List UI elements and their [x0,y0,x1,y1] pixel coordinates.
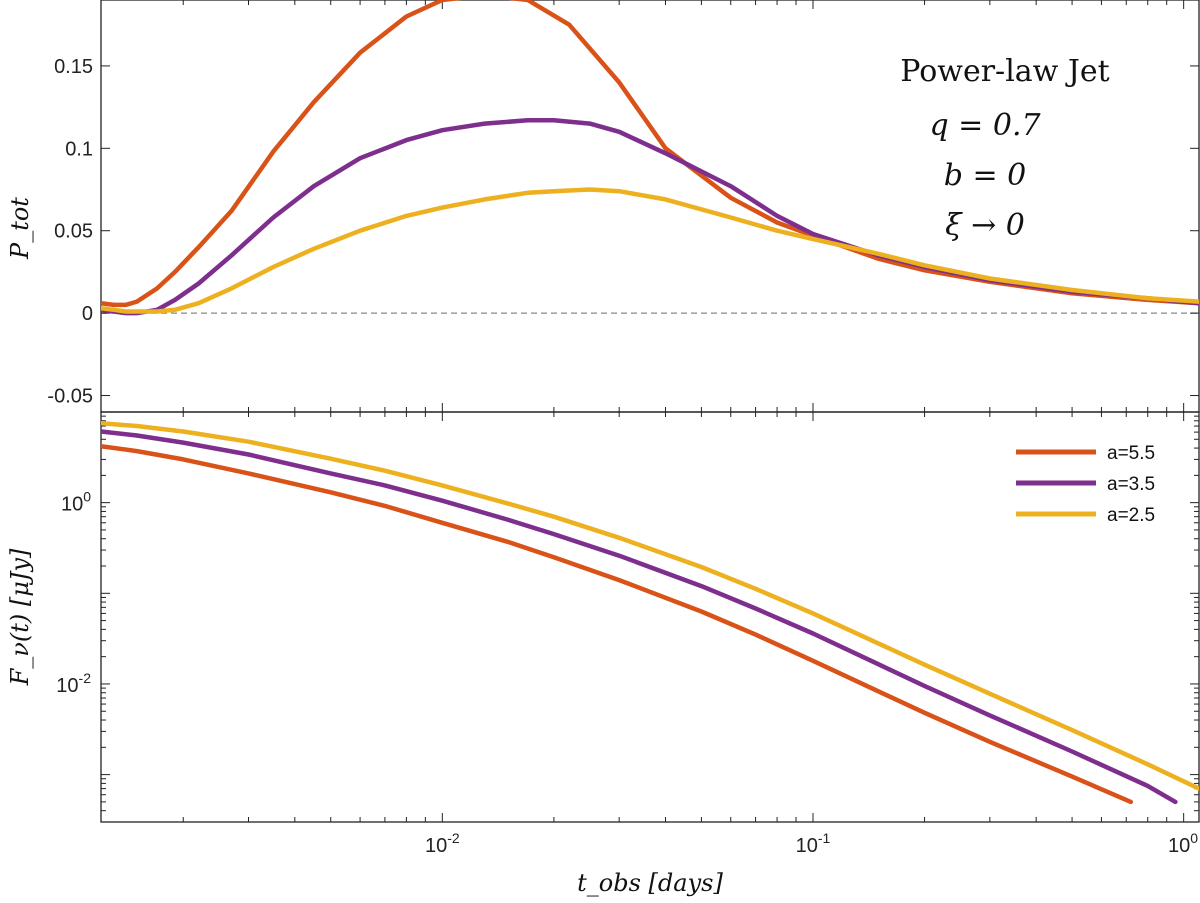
y-tick-label: 0 [82,303,93,325]
legend-label: a=3.5 [1107,474,1155,495]
legend-label: a=2.5 [1107,505,1155,526]
legend-label: a=5.5 [1107,443,1155,464]
y-tick-label: 100 [61,489,91,516]
y-tick-label: -0.05 [47,386,93,408]
series-line-a-5-5 [101,0,1199,308]
y-tick-label: 10-2 [56,670,91,697]
annotation-b: b = 0 [944,158,1027,193]
legend: a=5.5 a=3.5 a=2.5 [1016,443,1155,526]
annotation-q: q = 0.7 [929,108,1041,143]
annotation-title: Power-law Jet [900,54,1109,89]
x-tick-label: 10-2 [425,830,460,857]
series-line-a-2-5 [101,187,1199,314]
series-line-a-2-5 [101,421,1199,791]
series-line-a-3-5 [101,429,1178,805]
y-tick-label: 0.15 [54,56,93,78]
bottom-panel-plot: 10-2 100 10-2 10-1 100 a=5.5 a=3.5 a=2.5 [56,411,1200,857]
y-tick-label: 0.1 [65,138,93,160]
y-tick-label: 0.05 [54,221,93,243]
bottom-ylabel: F_ν(t) [μJy] [6,548,34,686]
x-tick-label: 10-1 [796,830,831,857]
top-panel-plot: -0.05 0 0.05 0.1 0.15 [47,0,1200,413]
series-line-a-5-5 [101,443,1134,805]
panel-frame [100,411,1200,823]
bottom-xlabel: t_obs [days] [577,869,723,897]
annotation-xi: ξ → 0 [945,208,1025,243]
x-tick-label: 100 [1168,830,1198,857]
top-ylabel: P_tot [6,197,34,260]
